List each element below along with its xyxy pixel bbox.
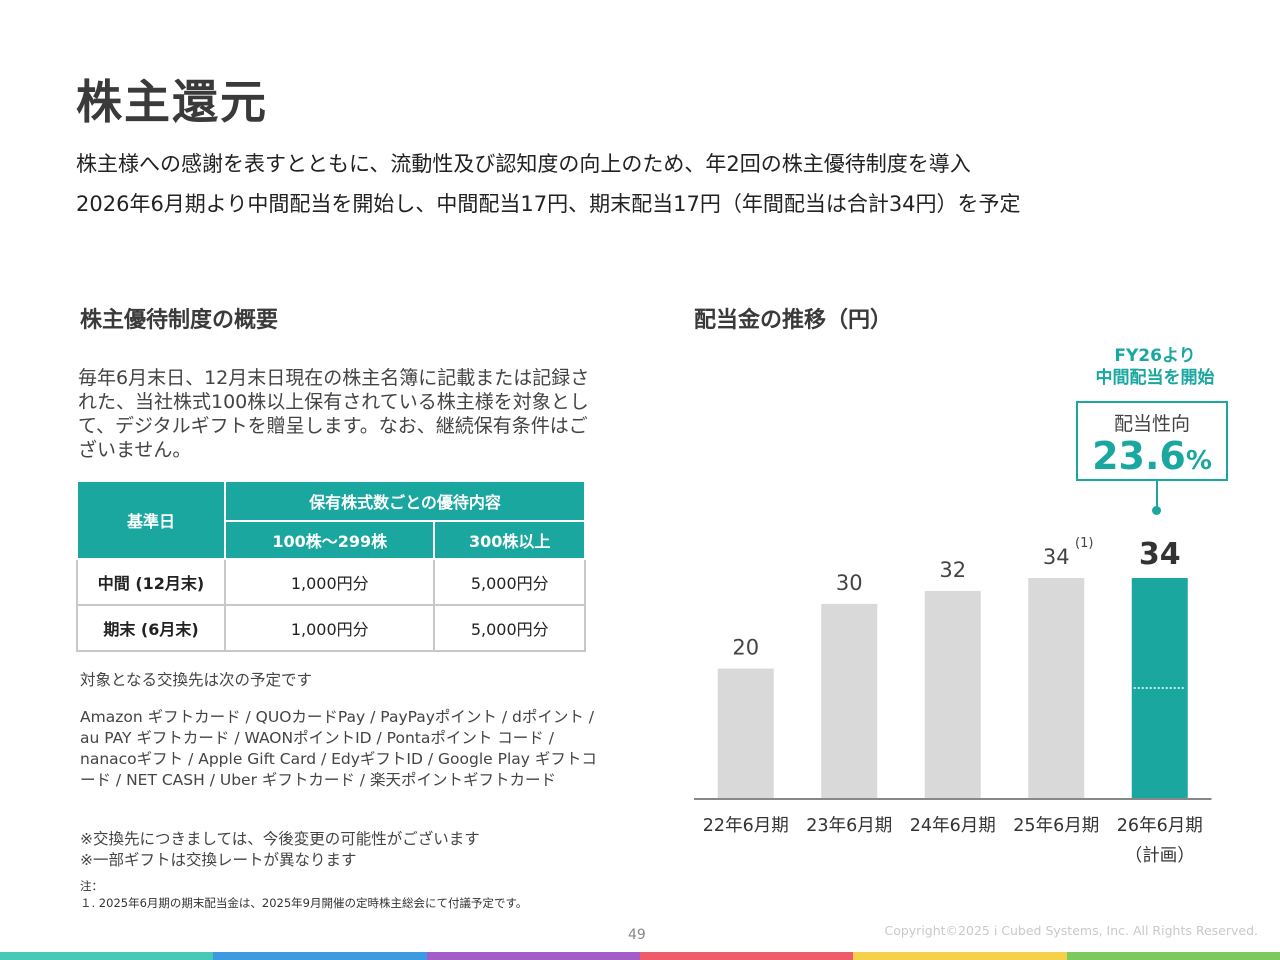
color-bar-segment <box>853 952 1067 960</box>
color-bar-segment <box>213 952 427 960</box>
x-tick-label: 23年6月期 <box>806 816 892 836</box>
table-cell: 5,000円分 <box>433 558 586 606</box>
callout-heading-line-2: 中間配当を開始 <box>1095 368 1215 388</box>
color-bar-segment <box>0 952 214 960</box>
benefit-description: 毎年6月末日、12月末日現在の株主名簿に記載または記録された、当社株式100株以… <box>78 367 590 461</box>
lead-line-1: 株主様への感謝を表すとともに、流動性及び認知度の向上のため、年2回の株主優待制度… <box>76 152 971 176</box>
table-header-a: 100株～299株 <box>223 520 436 560</box>
note-label: 注： <box>80 879 103 893</box>
table-row: 中間 (12月末) 1,000円分 5,000円分 <box>76 558 586 606</box>
dividend-bar-chart: 20 22年6月期 30 23年6月期 32 24年6月期 34 (1) 25年6月期 34 26年… <box>694 536 1212 866</box>
exchange-intro: 対象となる交換先は次の予定です <box>80 671 313 689</box>
table-cell: 1,000円分 <box>223 558 436 606</box>
table-row: 期末 (6月末) 1,000円分 5,000円分 <box>76 604 586 652</box>
callout-connector <box>1156 481 1158 509</box>
payout-ratio-label: 配当性向 <box>1113 413 1190 435</box>
payout-ratio-box: 配当性向 23.6% <box>1076 401 1228 481</box>
color-bar-segment <box>1066 952 1280 960</box>
bar <box>821 603 878 798</box>
table-cell: 1,000円分 <box>223 604 436 652</box>
lead-line-2: 2026年6月期より中間配当を開始し、中間配当17円、期末配当17円（年間配当は… <box>76 192 1021 216</box>
bar-value-label: 32 <box>939 558 966 582</box>
footer-color-bar <box>0 952 1280 960</box>
table-header-group: 保有株式数ごとの優待内容 <box>224 480 586 522</box>
bar-value-label: 20 <box>732 636 759 660</box>
payout-ratio-unit: % <box>1185 446 1212 476</box>
color-bar-segment <box>426 952 640 960</box>
exchange-list: Amazon ギフトカード / QUOカードPay / PayPayポイント /… <box>80 708 597 789</box>
table-header-b: 300株以上 <box>433 520 586 560</box>
table-row-label: 中間 (12月末) <box>76 558 226 606</box>
table-row-label: 期末 (6月末) <box>76 604 226 652</box>
footnote-marker: (1) <box>1075 536 1093 551</box>
callout-heading: FY26より 中間配当を開始 <box>1080 345 1230 389</box>
x-tick-label: 22年6月期 <box>703 816 789 836</box>
table-header-base: 基準日 <box>76 480 226 560</box>
bar-value-label: 30 <box>836 571 863 595</box>
table-cell: 5,000円分 <box>433 604 586 652</box>
payout-ratio-number: 23.6 <box>1092 434 1186 478</box>
note-1: １. 2025年6月期の期末配当金は、2025年9月開催の定時株主総会にて付議予… <box>80 896 528 910</box>
bar <box>717 668 774 798</box>
copyright: Copyright©2025 i Cubed Systems, Inc. All… <box>884 923 1258 938</box>
page-number: 49 <box>628 927 646 943</box>
caution-2: ※一部ギフトは交換レートが異なります <box>80 851 357 869</box>
callout-connector-dot <box>1152 506 1161 515</box>
x-tick-sublabel: （計画） <box>1125 846 1195 866</box>
page-title: 株主還元 <box>76 75 268 129</box>
caution-1: ※交換先につきましては、今後変更の可能性がございます <box>80 830 480 848</box>
benefit-heading: 株主優待制度の概要 <box>80 308 279 333</box>
callout-heading-line-1: FY26より <box>1114 346 1196 366</box>
x-tick-label: 25年6月期 <box>1013 816 1099 836</box>
x-tick-label: 24年6月期 <box>910 816 996 836</box>
payout-ratio-value: 23.6% <box>1078 436 1226 481</box>
bar <box>1028 578 1085 798</box>
color-bar-segment <box>639 952 854 960</box>
bar-value-label: 34 <box>1139 537 1181 572</box>
bar-value-label: 34 <box>1043 545 1070 569</box>
chart-title: 配当金の推移（円） <box>694 308 893 333</box>
x-tick-label: 26年6月期 <box>1117 816 1203 836</box>
bar <box>924 590 981 798</box>
benefit-table: 基準日 保有株式数ごとの優待内容 100株～299株 300株以上 中間 (12… <box>76 480 586 652</box>
